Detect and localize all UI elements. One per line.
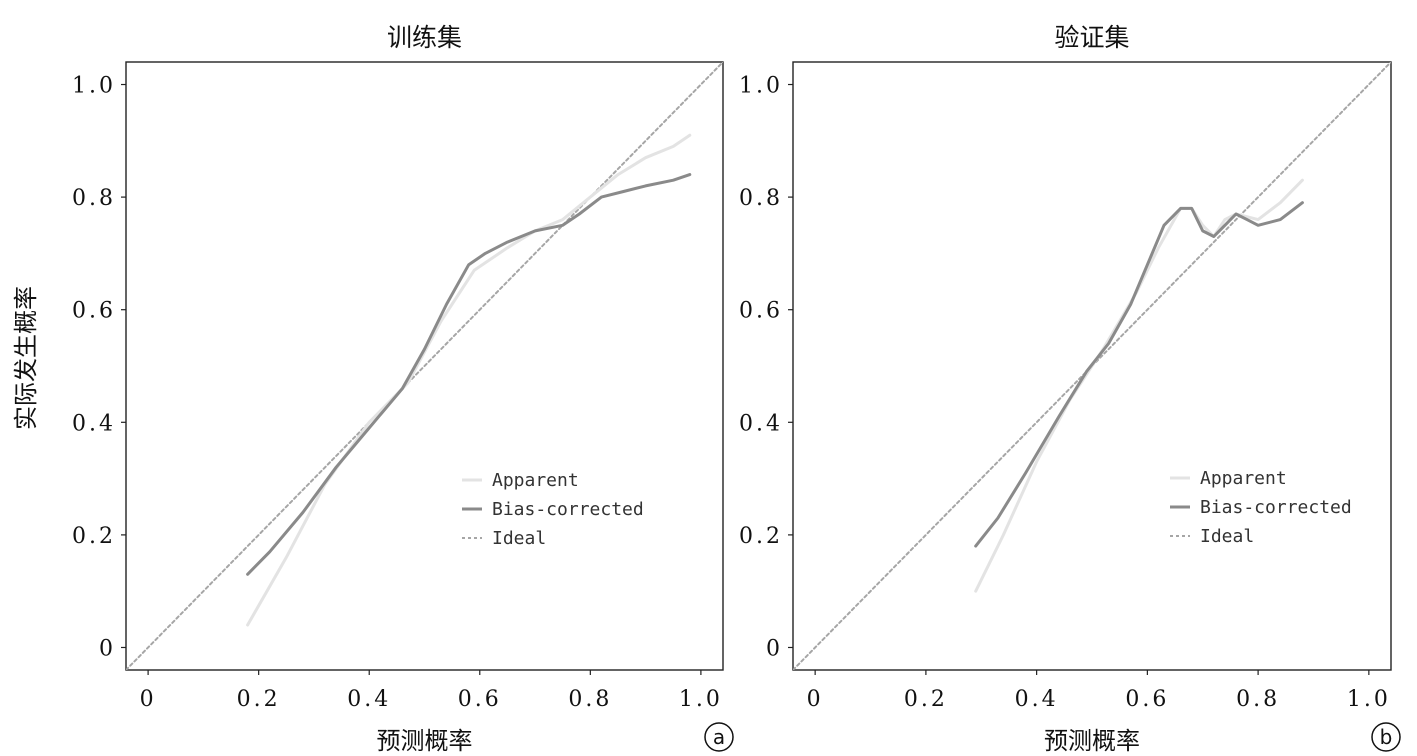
x-axis-label: 预测概率 <box>1044 727 1140 755</box>
y-tick-label: 0.4 <box>72 411 116 436</box>
x-tick-label: 0.2 <box>237 687 281 712</box>
panel-badge-letter: a <box>713 725 725 749</box>
series-group <box>793 62 1391 670</box>
y-tick-label: 0 <box>766 636 783 661</box>
legend: Apparent Bias-corrected Ideal <box>462 470 644 549</box>
legend-label: Ideal <box>492 528 546 549</box>
plot-frame <box>792 61 1392 671</box>
y-tick-label: 0.2 <box>739 524 783 549</box>
panel-badge-letter: b <box>1380 725 1393 749</box>
legend: Apparent Bias-corrected Ideal <box>1170 468 1352 547</box>
panel-badge-circle <box>704 722 734 752</box>
panel-badge: b <box>1371 722 1401 752</box>
x-axis-label: 预测概率 <box>377 727 473 755</box>
series-line-apparent <box>246 133 692 627</box>
plot-frame <box>125 61 724 671</box>
y-tick-label: 0.4 <box>739 411 783 436</box>
shared-y-axis-label: 实际发生概率 <box>12 286 40 430</box>
series-line-bias-corrected <box>974 201 1304 548</box>
legend-label: Ideal <box>1200 526 1254 547</box>
chart-title: 验证集 <box>1054 23 1129 52</box>
y-tick-label: 0.8 <box>72 186 116 211</box>
chart-title: 训练集 <box>387 23 462 52</box>
y-tick-label: 0.8 <box>739 186 783 211</box>
legend-label: Apparent <box>1200 468 1287 489</box>
x-tick-label: 0.4 <box>347 687 391 712</box>
x-tick-label: 0.8 <box>568 687 612 712</box>
series-line-ideal <box>126 62 723 670</box>
panel-badge: a <box>704 722 734 752</box>
x-tick-label: 1.0 <box>1347 687 1391 712</box>
x-tick-label: 0.2 <box>904 687 948 712</box>
y-tick-label: 1.0 <box>739 74 783 99</box>
x-tick-label: 0.6 <box>458 687 502 712</box>
legend-label: Apparent <box>492 470 579 491</box>
x-tick-label: 0 <box>140 687 157 712</box>
x-tick-label: 0.8 <box>1236 687 1280 712</box>
panel-badge-circle <box>1371 722 1401 752</box>
series-line-bias-corrected <box>246 173 692 576</box>
legend-label: Bias-corrected <box>492 499 644 520</box>
series-group <box>126 62 723 670</box>
x-tick-label: 0.4 <box>1015 687 1059 712</box>
y-tick-label: 0 <box>99 636 116 661</box>
y-tick-label: 0.6 <box>739 299 783 324</box>
y-tick-label: 0.2 <box>72 524 116 549</box>
x-tick-label: 1.0 <box>679 687 723 712</box>
y-tick-label: 1.0 <box>72 74 116 99</box>
x-tick-label: 0 <box>807 687 824 712</box>
y-tick-label: 0.6 <box>72 299 116 324</box>
legend-label: Bias-corrected <box>1200 497 1352 518</box>
x-tick-label: 0.6 <box>1125 687 1169 712</box>
